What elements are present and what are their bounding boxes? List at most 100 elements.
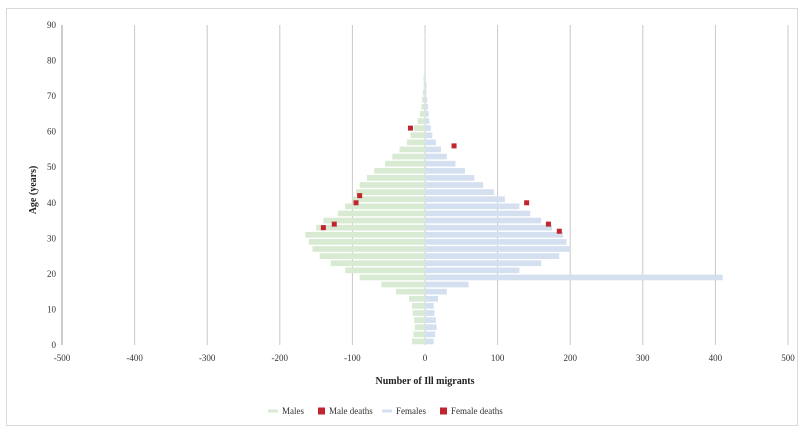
x-tick-labels: -500 -400 -300 -200 -100 0 100 200 300 400 500 xyxy=(54,353,796,363)
y-axis-title: Age (years) xyxy=(28,166,39,215)
bar xyxy=(425,54,426,60)
bar xyxy=(425,132,433,139)
bar xyxy=(425,295,439,302)
bar xyxy=(425,167,465,174)
bar xyxy=(425,47,426,53)
bar xyxy=(359,182,425,188)
legend-swatch xyxy=(440,407,447,415)
bar xyxy=(425,210,531,217)
bar xyxy=(412,310,425,316)
bar xyxy=(425,246,571,252)
bar xyxy=(424,68,425,75)
bar xyxy=(395,288,425,295)
x-tick-label: 500 xyxy=(781,353,795,363)
bar xyxy=(425,253,560,259)
bar xyxy=(381,281,425,288)
bar xyxy=(425,96,428,103)
bar xyxy=(425,331,436,338)
bar xyxy=(425,274,723,281)
bar xyxy=(425,317,436,323)
bar xyxy=(411,338,425,345)
death-point xyxy=(407,125,413,131)
bar xyxy=(425,111,429,117)
x-tick-label: 100 xyxy=(491,353,505,363)
y-tick-label: 90 xyxy=(47,20,57,30)
legend-swatch xyxy=(318,407,325,415)
death-point xyxy=(556,228,562,234)
legend-label: Female deaths xyxy=(451,406,503,416)
y-tick-label: 0 xyxy=(52,340,57,350)
bar xyxy=(406,139,425,146)
legend-label: Females xyxy=(396,406,426,416)
bar xyxy=(425,82,427,89)
death-point xyxy=(451,143,457,149)
death-point xyxy=(357,193,363,199)
bar xyxy=(425,303,434,309)
bar xyxy=(359,274,425,281)
bar xyxy=(330,260,425,267)
legend: Males Male deaths Females Female deaths xyxy=(268,406,503,416)
bar xyxy=(425,267,520,274)
bar xyxy=(308,239,425,245)
death-points xyxy=(320,125,562,234)
bar xyxy=(425,39,426,46)
bar xyxy=(410,132,425,139)
bar xyxy=(417,118,425,124)
y-tick-labels: 0 10 20 30 40 50 60 70 80 90 xyxy=(47,20,57,350)
x-tick-label: 400 xyxy=(709,353,723,363)
bar xyxy=(425,153,447,160)
y-tick-label: 10 xyxy=(47,304,57,314)
bar xyxy=(425,32,426,39)
x-axis-title: Number of Ill migrants xyxy=(376,376,475,387)
y-tick-label: 70 xyxy=(47,91,57,101)
bar xyxy=(424,32,425,39)
bar xyxy=(316,224,425,231)
bar xyxy=(425,310,435,316)
x-tick-label: -300 xyxy=(199,353,216,363)
bar xyxy=(424,54,425,60)
bar xyxy=(425,103,428,110)
legend-label: Males xyxy=(282,406,304,416)
bar xyxy=(414,317,425,323)
death-point xyxy=(545,221,551,227)
bar xyxy=(425,203,520,210)
bar xyxy=(345,203,425,210)
bar xyxy=(425,125,431,131)
bar xyxy=(425,68,426,75)
bar xyxy=(414,324,425,331)
bar xyxy=(422,96,425,103)
bar xyxy=(411,303,425,309)
bar xyxy=(425,196,505,203)
bar xyxy=(425,281,469,288)
bar xyxy=(425,89,427,96)
bars xyxy=(305,32,723,345)
x-tick-label: -100 xyxy=(344,353,361,363)
y-tick-label: 40 xyxy=(47,198,57,208)
legend-swatch xyxy=(268,409,278,413)
bar xyxy=(409,295,425,302)
bar xyxy=(424,61,425,67)
bar xyxy=(392,153,425,160)
bar xyxy=(423,75,425,82)
bar xyxy=(425,146,441,153)
bar xyxy=(399,146,425,153)
bar xyxy=(425,338,434,345)
x-tick-label: -500 xyxy=(54,353,71,363)
death-point xyxy=(353,200,359,206)
bar xyxy=(374,167,425,174)
bar xyxy=(425,175,475,181)
x-tick-label: -400 xyxy=(126,353,143,363)
bar xyxy=(413,331,425,338)
y-tick-label: 60 xyxy=(47,127,57,137)
bar xyxy=(425,324,437,331)
bar xyxy=(305,231,425,238)
bar xyxy=(425,61,426,67)
chart-frame xyxy=(6,8,798,426)
bar xyxy=(425,231,563,238)
x-tick-label: -200 xyxy=(272,353,289,363)
bar xyxy=(337,210,425,217)
bar xyxy=(425,224,553,231)
bar xyxy=(425,217,542,224)
death-point xyxy=(331,221,337,227)
